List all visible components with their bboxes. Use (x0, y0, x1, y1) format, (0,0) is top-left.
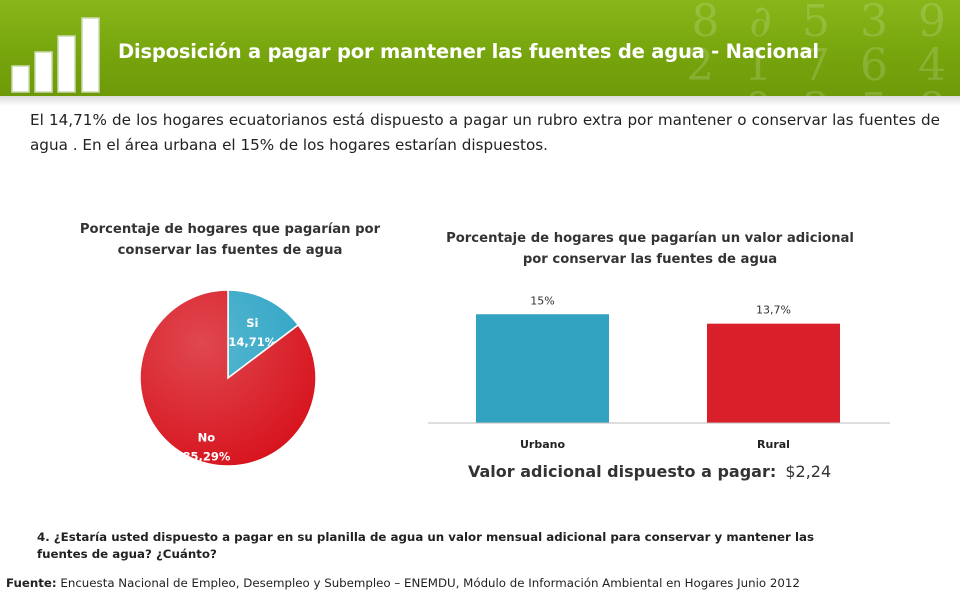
bar-urbano (476, 314, 609, 423)
pie-chart-title: Porcentaje de hogares que pagarían por c… (79, 222, 381, 258)
bar-chart-title: Porcentaje de hogares que pagarían un va… (446, 231, 854, 267)
header-shadow (0, 96, 960, 106)
extra-value-amount: $2,24 (785, 462, 832, 481)
source-text: Encuesta Nacional de Empleo, Desempleo y… (60, 576, 800, 590)
bar-chart-logo-icon (11, 17, 100, 93)
extra-value-line: Valor adicional dispuesto a pagar: $2,24 (468, 462, 831, 481)
header-banner: 8 ∂ 5 3 92 1 7 6 4± 0 3 5 8 Disposición … (0, 0, 960, 96)
survey-question: 4. ¿Estaría usted dispuesto a pagar en s… (37, 530, 814, 561)
source-note: Fuente: Encuesta Nacional de Empleo, Des… (6, 576, 956, 590)
bar-rural (707, 323, 840, 423)
bar-category-label-rural: Rural (757, 438, 790, 451)
bar-data-label-rural: 13,7% (756, 304, 791, 317)
bar-data-label-urbano: 15% (530, 294, 554, 307)
pie-label-si: Si (246, 316, 258, 330)
pie-value-no: 85,29% (182, 449, 230, 463)
source-label: Fuente: (6, 576, 57, 590)
bar-category-label-urbano: Urbano (520, 438, 565, 451)
numbers-decoration: 8 ∂ 5 3 92 1 7 6 4± 0 3 5 8 (677, 0, 954, 96)
pie-label-no: No (198, 430, 216, 444)
extra-value-label: Valor adicional dispuesto a pagar: (468, 462, 777, 481)
page-title: Disposición a pagar por mantener las fue… (118, 40, 819, 63)
intro-paragraph: El 14,71% de los hogares ecuatorianos es… (30, 111, 940, 154)
bar-chart: 15% Urbano 13,7% Rural (428, 294, 890, 451)
